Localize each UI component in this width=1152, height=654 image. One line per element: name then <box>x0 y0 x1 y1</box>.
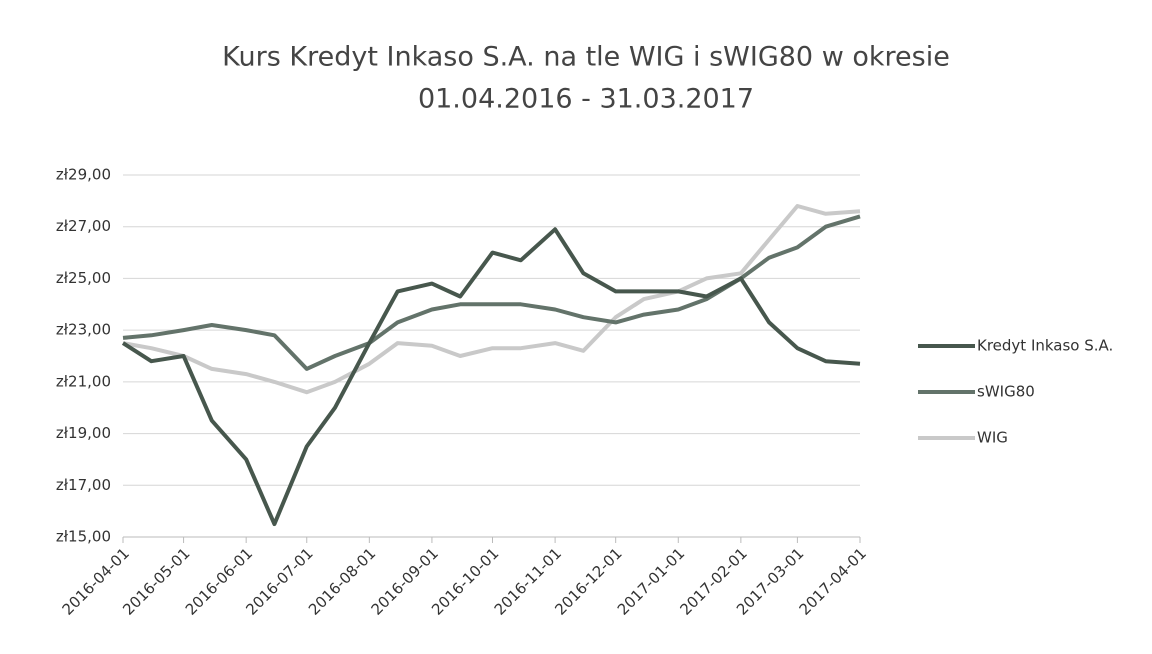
chart-title: 01.04.2016 - 31.03.2017 <box>418 84 754 115</box>
y-tick-label: zł21,00 <box>56 372 111 390</box>
y-tick-label: zł23,00 <box>56 321 111 339</box>
x-tick-label: 2017-04-01 <box>796 544 870 618</box>
chart-title: Kurs Kredyt Inkaso S.A. na tle WIG i sWI… <box>222 42 950 73</box>
y-tick-label: zł27,00 <box>56 217 111 235</box>
legend-label: Kredyt Inkaso S.A. <box>977 337 1113 355</box>
legend-label: WIG <box>977 429 1008 447</box>
y-tick-label: zł17,00 <box>56 476 111 494</box>
y-tick-label: zł25,00 <box>56 269 111 287</box>
series-line <box>122 204 861 395</box>
y-tick-label: zł15,00 <box>56 528 111 546</box>
legend-label: sWIG80 <box>977 383 1035 401</box>
y-tick-label: zł19,00 <box>56 424 111 442</box>
series-line <box>121 227 861 527</box>
y-tick-label: zł29,00 <box>56 166 111 184</box>
